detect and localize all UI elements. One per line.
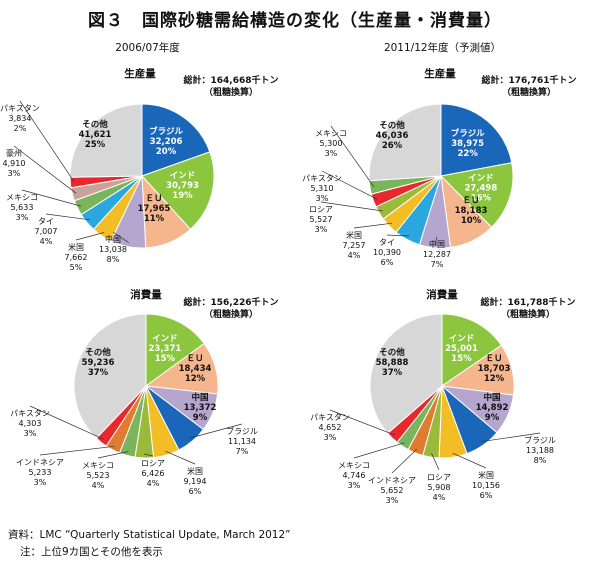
- leader-line-1-9: [19, 100, 75, 183]
- leader-line-3-9: [29, 405, 104, 440]
- slice-label-4-7: インドネシア 5,652 3%: [368, 476, 416, 505]
- slice-label-2-10: その他 46,036 26%: [376, 120, 409, 151]
- pie-title-2: 生産量: [424, 67, 456, 80]
- slice-label-4-3: 中国 14,892 9%: [476, 392, 509, 423]
- pie-slice-2-2: [439, 162, 514, 228]
- leader-line-4-9: [329, 409, 396, 436]
- leader-line-2-7: [320, 201, 383, 212]
- slice-label-4-9: パキスタン 4,652 3%: [310, 413, 350, 442]
- leader-line-1-8: [13, 145, 77, 194]
- slice-label-1-10: その他 41,621 25%: [79, 119, 112, 150]
- leader-line-2-4: [434, 236, 438, 244]
- figure-title: 図３ 国際砂糖需給構造の変化（生産量・消費量）: [88, 11, 502, 31]
- slice-label-3-3: 中国 13,372 9%: [184, 392, 217, 423]
- leader-line-1-5: [75, 232, 105, 241]
- pie-chart-2: [368, 103, 514, 249]
- slice-label-3-8: インドネシア 5,233 3%: [16, 458, 64, 487]
- slice-label-1-2: インド 30,793 19%: [166, 171, 199, 201]
- pie-slice-3-1: [145, 313, 205, 387]
- leader-line-3-7: [97, 451, 129, 459]
- pie-slice-1-2: [141, 151, 215, 230]
- leader-line-1-7: [21, 189, 82, 207]
- slice-label-2-3: ＥＵ 18,183 10%: [455, 195, 488, 226]
- pie-slice-2-1: [440, 103, 513, 177]
- footnote: 注：上位9カ国とその他を表示: [20, 546, 163, 558]
- pie-title-3: 消費量: [130, 288, 162, 301]
- slice-label-1-4: 中国 13,038 8%: [99, 234, 127, 264]
- slice-label-3-1: インド 23,371 15%: [149, 334, 182, 364]
- pie-total-2: 総計：176,761千トン（粗糖換算）: [482, 74, 577, 98]
- slice-label-3-9: パキスタン 4,303 3%: [10, 409, 50, 438]
- leader-line-2-6: [353, 222, 393, 229]
- leader-line-2-8: [321, 170, 378, 200]
- leader-line-4-8: [353, 442, 405, 459]
- leader-line-3-4: [189, 423, 243, 439]
- slice-label-1-6: タイ 7,007 4%: [35, 217, 58, 246]
- pie-chart-1: [69, 103, 215, 249]
- slice-label-4-5: 米国 10,156 6%: [472, 470, 500, 500]
- slice-label-1-3: ＥＵ 17,965 11%: [138, 193, 171, 224]
- slice-label-2-5: タイ 10,390 6%: [373, 238, 401, 267]
- slice-label-2-6: 米国 7,257 4%: [343, 230, 366, 260]
- slice-label-1-8: 豪州 4,910 3%: [3, 148, 26, 178]
- slice-label-4-10: その他 58,888 37%: [376, 347, 409, 378]
- leader-line-4-5: [452, 452, 487, 469]
- leader-line-1-4: [112, 231, 129, 243]
- pie-total-4: 総計：161,788千トン（粗糖換算）: [481, 296, 576, 320]
- slice-label-3-6: ロシア 6,426 4%: [141, 459, 165, 488]
- leader-line-2-5: [386, 234, 410, 237]
- pie-total-1: 総計：164,668千トン（粗糖換算）: [184, 74, 279, 98]
- pie-chart-4: [369, 313, 515, 459]
- slice-label-4-6: ロシア 5,908 4%: [427, 473, 451, 502]
- slice-label-4-4: ブラジル 13,188 8%: [524, 435, 556, 465]
- slice-label-2-4: 中国 12,287 7%: [423, 239, 451, 269]
- pie-slice-1-10: [69, 103, 143, 178]
- leader-line-4-7: [391, 448, 418, 474]
- slice-label-3-2: ＥＵ 18,434 12%: [179, 353, 212, 384]
- leader-line-2-9: [330, 125, 375, 188]
- slice-label-2-7: ロシア 5,527 3%: [309, 205, 333, 234]
- leader-line-3-8: [39, 445, 115, 456]
- pie-slice-4-1: [441, 313, 503, 387]
- slice-label-2-9: メキシコ 5,300 3%: [315, 129, 347, 158]
- pie-slice-1-1: [141, 103, 211, 177]
- slice-label-1-7: メキシコ 5,633 3%: [6, 193, 38, 222]
- period-label-left: 2006/07年度: [115, 42, 180, 54]
- pie-slice-4-10: [369, 313, 443, 434]
- leader-line-3-6: [144, 453, 154, 457]
- slice-label-1-1: ブラジル 32,206 20%: [149, 126, 183, 157]
- period-label-right: 2011/12年度（予測値）: [383, 42, 502, 54]
- pie-total-3: 総計：156,226千トン（粗糖換算）: [184, 296, 279, 320]
- slice-label-1-9: パキスタン 3,834 2%: [0, 104, 40, 133]
- leader-line-3-5: [165, 450, 196, 465]
- slice-label-2-1: ブラジル 38,975 22%: [451, 128, 485, 159]
- slice-label-4-1: インド 25,001 15%: [445, 334, 478, 364]
- slice-label-3-10: その他 59,236 37%: [82, 347, 115, 378]
- leader-line-4-4: [480, 432, 541, 443]
- leader-line-1-6: [45, 213, 91, 221]
- slice-label-3-5: 米国 9,194 6%: [184, 466, 207, 496]
- slice-label-2-8: パキスタン 5,310 3%: [302, 174, 342, 203]
- slice-label-2-2: インド 27,498 16%: [464, 173, 497, 203]
- slice-label-4-2: ＥＵ 18,703 12%: [478, 353, 511, 384]
- slice-label-3-4: ブラジル 11,134 7%: [226, 426, 258, 456]
- pie-title-4: 消費量: [426, 288, 458, 301]
- slice-label-1-5: 米国 7,662 5%: [65, 242, 88, 272]
- slice-label-4-8: メキシコ 4,746 3%: [338, 461, 370, 490]
- slice-label-3-7: メキシコ 5,523 4%: [82, 461, 114, 490]
- source-note: 資料：LMC “Quarterly Statistical Update, Ma…: [8, 529, 291, 541]
- pie-slice-3-10: [73, 313, 147, 439]
- leader-line-4-6: [431, 453, 440, 471]
- pie-chart-3: [73, 313, 219, 459]
- pie-slice-2-10: [368, 103, 442, 182]
- pie-title-1: 生産量: [124, 67, 156, 80]
